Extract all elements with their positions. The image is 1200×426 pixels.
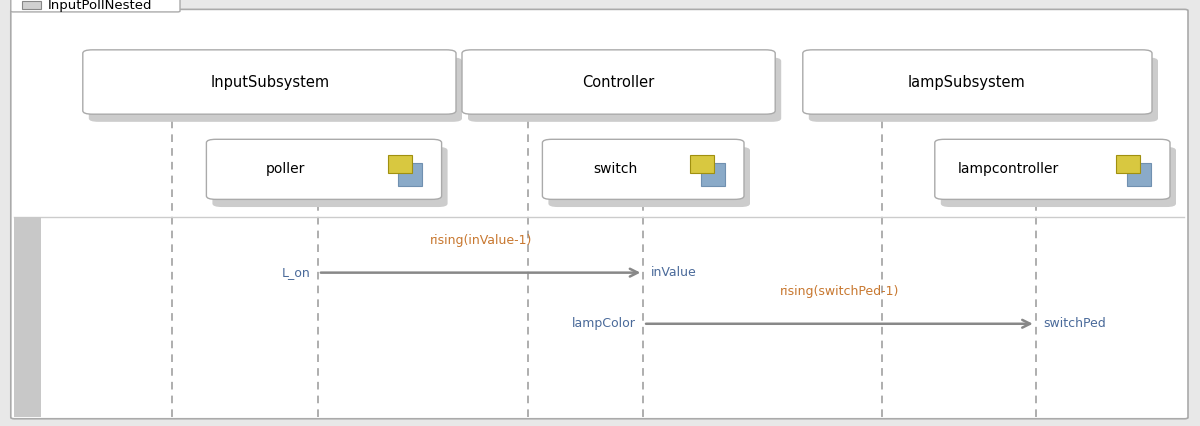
FancyBboxPatch shape bbox=[468, 58, 781, 122]
FancyBboxPatch shape bbox=[701, 163, 725, 187]
Text: InputSubsystem: InputSubsystem bbox=[210, 75, 330, 89]
FancyBboxPatch shape bbox=[935, 139, 1170, 199]
Text: switch: switch bbox=[594, 162, 637, 176]
Text: switchPed: switchPed bbox=[1043, 317, 1105, 330]
FancyBboxPatch shape bbox=[11, 9, 1188, 419]
FancyBboxPatch shape bbox=[548, 147, 750, 207]
FancyBboxPatch shape bbox=[462, 50, 775, 114]
FancyBboxPatch shape bbox=[22, 1, 41, 9]
FancyBboxPatch shape bbox=[11, 0, 180, 12]
Text: lampSubsystem: lampSubsystem bbox=[907, 75, 1025, 89]
Text: L_on: L_on bbox=[282, 266, 311, 279]
FancyBboxPatch shape bbox=[941, 147, 1176, 207]
FancyBboxPatch shape bbox=[1116, 155, 1140, 173]
Text: InputPollNested: InputPollNested bbox=[48, 0, 152, 12]
FancyBboxPatch shape bbox=[690, 155, 714, 173]
FancyBboxPatch shape bbox=[542, 139, 744, 199]
Text: rising(inValue-1): rising(inValue-1) bbox=[430, 234, 532, 247]
FancyBboxPatch shape bbox=[212, 147, 448, 207]
Text: lampColor: lampColor bbox=[572, 317, 636, 330]
Text: Controller: Controller bbox=[582, 75, 654, 89]
Text: inValue: inValue bbox=[650, 266, 696, 279]
Bar bbox=[14, 217, 41, 417]
FancyBboxPatch shape bbox=[89, 58, 462, 122]
FancyBboxPatch shape bbox=[83, 50, 456, 114]
Text: poller: poller bbox=[266, 162, 305, 176]
Text: lampcontroller: lampcontroller bbox=[958, 162, 1058, 176]
FancyBboxPatch shape bbox=[398, 163, 422, 187]
FancyBboxPatch shape bbox=[803, 50, 1152, 114]
Text: rising(switchPed-1): rising(switchPed-1) bbox=[780, 285, 899, 298]
FancyBboxPatch shape bbox=[809, 58, 1158, 122]
FancyBboxPatch shape bbox=[1127, 163, 1151, 187]
FancyBboxPatch shape bbox=[206, 139, 442, 199]
FancyBboxPatch shape bbox=[388, 155, 412, 173]
